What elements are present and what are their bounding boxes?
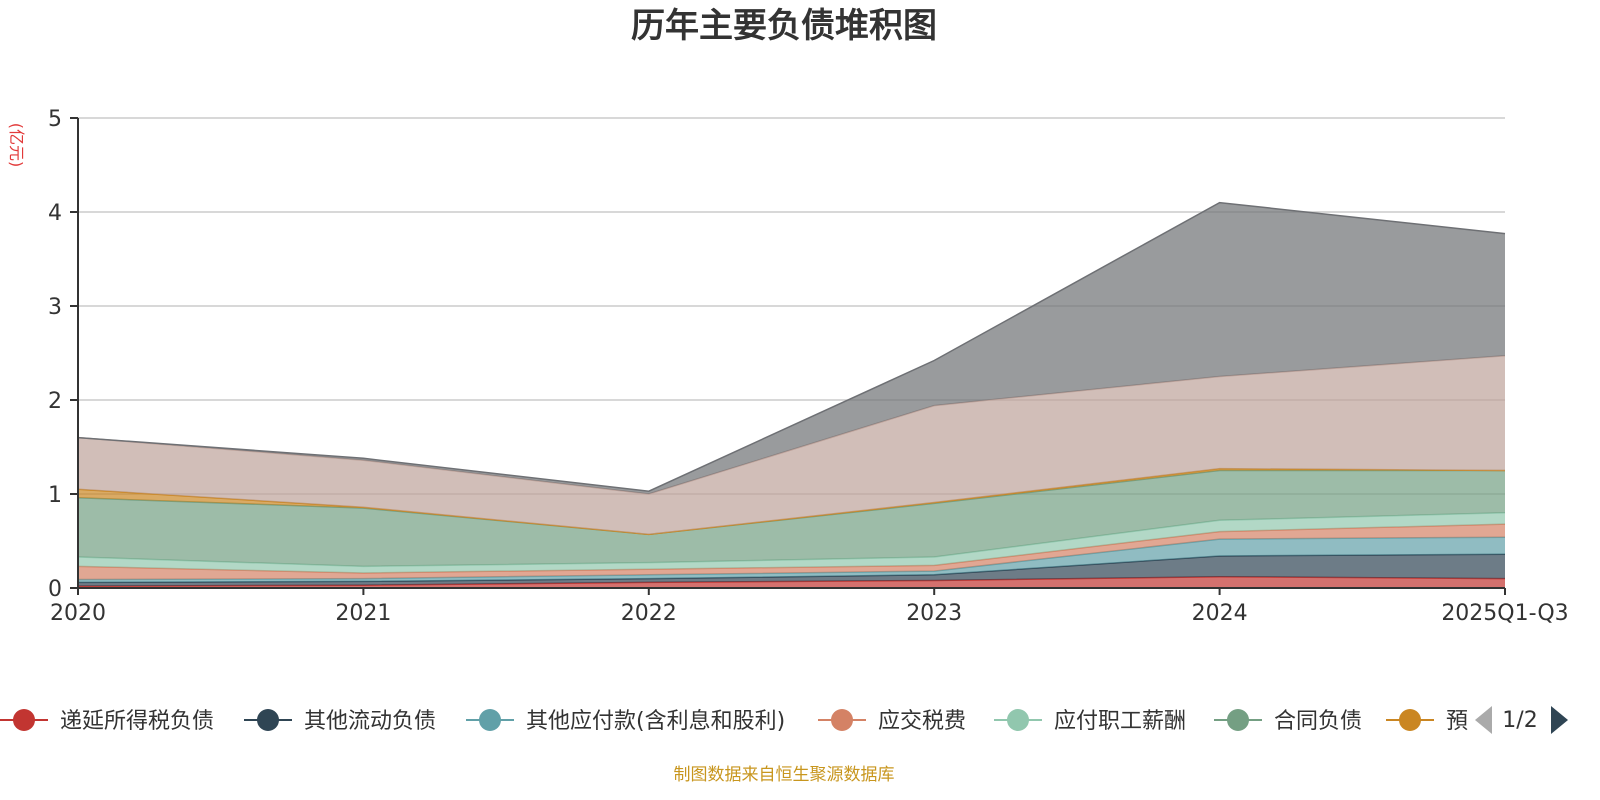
x-tick-label: 2020 [50, 601, 106, 626]
y-axis-ticks: 0 1 2 3 4 5 [48, 107, 78, 602]
y-tick-label: 3 [48, 295, 62, 320]
y-tick-label: 1 [48, 483, 62, 508]
legend-label: 其他流动负债 [304, 709, 436, 734]
axes [77, 118, 1505, 589]
area-series-5 [78, 470, 1505, 567]
area-series-1 [78, 554, 1505, 587]
chart-title: 历年主要负债堆积图 [631, 6, 937, 46]
area-series-2 [78, 537, 1505, 583]
y-tick-label: 5 [48, 107, 62, 132]
legend-item[interactable]: 預 [1386, 709, 1468, 734]
y-axis-unit-label: (亿元) [7, 123, 26, 168]
x-tick-label: 2022 [621, 601, 677, 626]
legend-next-page-icon[interactable] [1551, 706, 1568, 734]
legend-marker-icon [13, 709, 35, 731]
y-tick-label: 4 [48, 201, 62, 226]
legend-item[interactable]: 应付职工薪酬 [994, 709, 1186, 734]
area-series-line-2 [77, 536, 1506, 581]
legend-marker-icon [479, 709, 501, 731]
x-tick-label: 2023 [906, 601, 962, 626]
x-axis-ticks: 2020 2021 2022 2023 2024 2025Q1-Q3 [50, 588, 1569, 626]
legend-marker-icon [1227, 709, 1249, 731]
legend-label: 合同负债 [1274, 709, 1362, 734]
x-tick-label: 2021 [335, 601, 391, 626]
legend-marker-icon [1007, 709, 1029, 731]
legend-marker-icon [831, 709, 853, 731]
legend-label: 递延所得税负债 [60, 709, 214, 734]
area-series-line-8 [77, 201, 1506, 492]
legend-label: 其他应付款(含利息和股利) [526, 709, 785, 734]
legend: 递延所得税负债 其他流动负债 其他应付款(含利息和股利) 应交税费 应付职工薪酬 合同负债… [0, 706, 1568, 734]
legend-prev-page-icon[interactable] [1475, 706, 1492, 734]
area-series-7 [78, 355, 1505, 535]
legend-item[interactable]: 其他应付款(含利息和股利) [466, 709, 785, 734]
legend-item[interactable]: 递延所得税负债 [0, 709, 214, 734]
legend-item[interactable]: 其他流动负债 [244, 709, 436, 734]
data-source-note: 制图数据来自恒生聚源数据库 [674, 765, 895, 785]
legend-marker-icon [1399, 709, 1421, 731]
x-tick-label: 2024 [1192, 601, 1248, 626]
area-series-3 [78, 524, 1505, 580]
x-tick-label: 2025Q1-Q3 [1441, 601, 1568, 626]
legend-marker-icon [257, 709, 279, 731]
y-tick-label: 2 [48, 389, 62, 414]
y-tick-label: 0 [48, 577, 62, 602]
area-series-8 [78, 202, 1505, 494]
legend-page-indicator: 1/2 [1502, 708, 1537, 733]
legend-label: 預 [1446, 709, 1468, 734]
area-series-group [77, 201, 1506, 588]
area-series-4 [78, 512, 1505, 573]
legend-item[interactable]: 应交税费 [818, 709, 966, 734]
legend-label: 应付职工薪酬 [1054, 709, 1186, 734]
legend-label: 应交税费 [878, 709, 966, 734]
legend-item[interactable]: 合同负债 [1214, 709, 1362, 734]
